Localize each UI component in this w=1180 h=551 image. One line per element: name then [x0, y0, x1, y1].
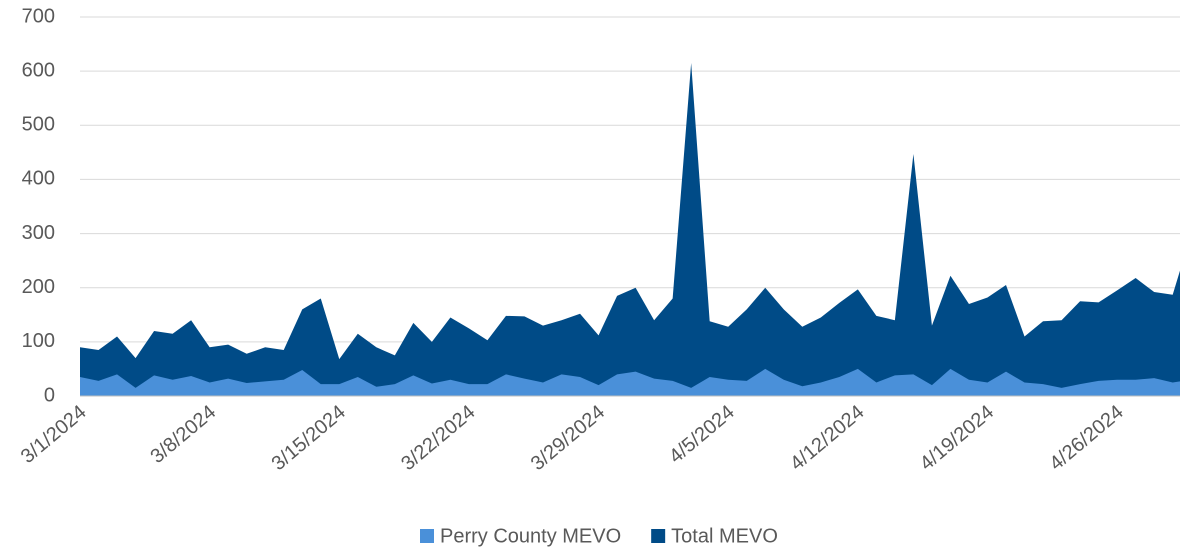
y-tick-label: 500: [22, 114, 55, 136]
y-tick-label: 100: [22, 330, 55, 352]
x-tick-label: 3/15/2024: [268, 401, 350, 475]
y-tick-label: 300: [22, 222, 55, 244]
x-tick-label: 3/8/2024: [146, 401, 220, 468]
y-tick-label: 0: [44, 384, 55, 406]
x-tick-label: 4/12/2024: [786, 401, 868, 475]
x-tick-label: 4/26/2024: [1045, 401, 1127, 475]
x-tick-label: 4/19/2024: [916, 401, 998, 475]
y-tick-label: 200: [22, 276, 55, 298]
area: [80, 63, 1180, 396]
x-tick-label: 3/29/2024: [527, 401, 609, 475]
legend-label: Total MEVO: [671, 525, 778, 547]
legend-swatch: [651, 529, 666, 543]
y-tick-label: 700: [22, 5, 55, 27]
legend-label: Perry County MEVO: [440, 525, 621, 547]
plot-area: [80, 63, 1180, 396]
legend-swatch: [420, 529, 434, 543]
x-tick-label: 3/22/2024: [397, 401, 479, 475]
y-tick-label: 600: [22, 59, 55, 81]
x-tick-label: 4/5/2024: [665, 401, 739, 468]
y-tick-label: 400: [22, 168, 55, 190]
area: [80, 368, 1180, 396]
x-tick-label: 3/1/2024: [17, 401, 91, 468]
